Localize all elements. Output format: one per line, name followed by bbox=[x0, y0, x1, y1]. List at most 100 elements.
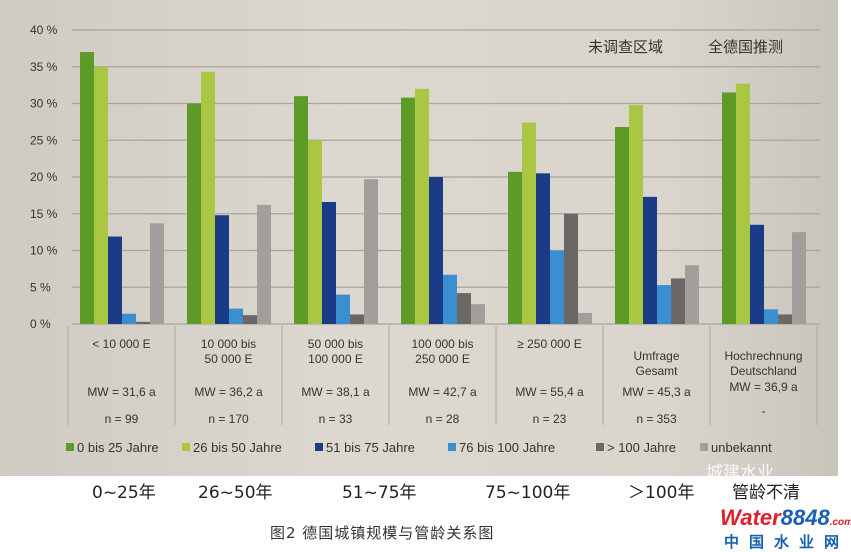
bar-0-bis-25-jahre bbox=[294, 96, 308, 325]
category-label: 100 000 E bbox=[308, 352, 363, 366]
translation-label: 管龄不清 bbox=[732, 483, 800, 503]
bar-26-bis-50-jahre bbox=[522, 122, 536, 324]
y-tick-label: 15 % bbox=[30, 207, 58, 221]
bar-51-bis-75-jahre bbox=[322, 201, 336, 324]
site-logo: Water8848.com 中国水业网 bbox=[720, 505, 851, 552]
sample-size: n = 353 bbox=[636, 412, 677, 426]
bar-unbekannt bbox=[471, 304, 485, 324]
translation-label: 75~100年 bbox=[485, 483, 571, 503]
category-label: Hochrechnung bbox=[724, 349, 802, 363]
bar-26-bis-50-jahre bbox=[736, 83, 750, 324]
bar-51-bis-75-jahre bbox=[108, 236, 122, 324]
y-tick-label: 10 % bbox=[30, 244, 58, 258]
logo-water: Water bbox=[720, 505, 781, 530]
bar-unbekannt bbox=[578, 312, 592, 324]
sample-size: n = 33 bbox=[319, 412, 353, 426]
watermark: 城建水业 bbox=[706, 463, 774, 483]
bar--100-jahre bbox=[671, 278, 685, 324]
bar-51-bis-75-jahre bbox=[536, 173, 550, 324]
mean-value: MW = 31,6 a bbox=[87, 385, 156, 399]
legend-label: 0 bis 25 Jahre bbox=[77, 440, 159, 455]
category-label: Umfrage bbox=[633, 349, 679, 363]
sample-size: n = 170 bbox=[208, 412, 249, 426]
category-label: < 10 000 E bbox=[92, 337, 150, 351]
translation-label: 0~25年 bbox=[92, 483, 156, 503]
bar-26-bis-50-jahre bbox=[201, 71, 215, 325]
translation-label: 26~50年 bbox=[198, 483, 273, 503]
translation-label: ＞100年 bbox=[628, 483, 695, 503]
y-tick-label: 35 % bbox=[30, 60, 58, 74]
y-tick-label: 20 % bbox=[30, 170, 58, 184]
legend-label: 76 bis 100 Jahre bbox=[459, 440, 555, 455]
mean-value: MW = 38,1 a bbox=[301, 385, 370, 399]
bar-26-bis-50-jahre bbox=[308, 140, 322, 324]
category-label: 250 000 E bbox=[415, 352, 470, 366]
legend-label: 51 bis 75 Jahre bbox=[326, 440, 415, 455]
logo-com: .com bbox=[829, 517, 851, 528]
bar-unbekannt bbox=[685, 265, 699, 324]
legend-swatch bbox=[448, 443, 456, 451]
bar-chart: 0 % 5 % 10 % 15 % 20 % 25 % 30 % 35 % 40 % 未调查区域 全… bbox=[30, 23, 820, 455]
bar-0-bis-25-jahre bbox=[187, 103, 201, 324]
bar-76-bis-100-jahre bbox=[336, 294, 350, 324]
legend-swatch bbox=[700, 443, 708, 451]
legend-label: 26 bis 50 Jahre bbox=[193, 440, 282, 455]
legend-label: > 100 Jahre bbox=[607, 440, 676, 455]
bar-0-bis-25-jahre bbox=[401, 97, 415, 325]
mean-value: MW = 55,4 a bbox=[515, 385, 584, 399]
y-tick-label: 5 % bbox=[30, 280, 51, 294]
category-label: 100 000 bis bbox=[411, 337, 473, 351]
mean-value: MW = 45,3 a bbox=[622, 385, 691, 399]
y-tick-label: 40 % bbox=[30, 23, 58, 37]
mean-value: MW = 42,7 a bbox=[408, 385, 477, 399]
bar-0-bis-25-jahre bbox=[722, 92, 736, 324]
mean-value: MW = 36,2 a bbox=[194, 385, 263, 399]
sample-size: - bbox=[762, 404, 766, 418]
bar-0-bis-25-jahre bbox=[615, 127, 629, 325]
y-tick-label: 30 % bbox=[30, 97, 58, 111]
bar-76-bis-100-jahre bbox=[443, 274, 457, 324]
annotation-unsurveyed: 未调查区域 bbox=[588, 38, 663, 56]
y-tick-label: 25 % bbox=[30, 133, 58, 147]
bar-76-bis-100-jahre bbox=[764, 309, 778, 324]
bar-51-bis-75-jahre bbox=[643, 196, 657, 324]
sample-size: n = 28 bbox=[426, 412, 460, 426]
bar-unbekannt bbox=[150, 223, 164, 324]
bar-26-bis-50-jahre bbox=[415, 88, 429, 324]
translation-label: 51~75年 bbox=[342, 483, 417, 503]
legend-label: unbekannt bbox=[711, 440, 772, 455]
logo-number: 8848 bbox=[780, 505, 830, 530]
sample-size: n = 23 bbox=[533, 412, 567, 426]
bar-51-bis-75-jahre bbox=[215, 215, 229, 324]
bar--100-jahre bbox=[350, 314, 364, 324]
category-label: 50 000 bis bbox=[308, 337, 363, 351]
category-label: Gesamt bbox=[635, 364, 678, 378]
category-label: 50 000 E bbox=[204, 352, 252, 366]
figure-caption: 图2 德国城镇规模与管龄关系图 bbox=[270, 524, 495, 542]
category-label: ≥ 250 000 E bbox=[517, 337, 582, 351]
sample-size: n = 99 bbox=[105, 412, 139, 426]
annotation-germany-estimate: 全德国推测 bbox=[708, 38, 783, 56]
y-tick-label: 0 % bbox=[30, 317, 51, 331]
bar-0-bis-25-jahre bbox=[80, 52, 94, 325]
bar-76-bis-100-jahre bbox=[122, 313, 136, 324]
bar--100-jahre bbox=[564, 213, 578, 324]
legend-swatch bbox=[66, 443, 74, 451]
bar-76-bis-100-jahre bbox=[550, 250, 564, 324]
logo-site-name: 中国水业网 bbox=[724, 533, 850, 551]
bar-51-bis-75-jahre bbox=[750, 224, 764, 324]
bar-51-bis-75-jahre bbox=[429, 177, 443, 324]
category-label: Deutschland bbox=[730, 364, 797, 378]
bar--100-jahre bbox=[136, 321, 150, 324]
legend-swatch bbox=[315, 443, 323, 451]
bar-unbekannt bbox=[364, 179, 378, 324]
mean-value: MW = 36,9 a bbox=[729, 380, 798, 394]
bar--100-jahre bbox=[243, 315, 257, 324]
bar-unbekannt bbox=[792, 232, 806, 324]
category-label: 10 000 bis bbox=[201, 337, 256, 351]
bar-76-bis-100-jahre bbox=[657, 285, 671, 324]
bar-26-bis-50-jahre bbox=[94, 66, 108, 324]
bar--100-jahre bbox=[457, 293, 471, 324]
bar--100-jahre bbox=[778, 314, 792, 324]
legend-swatch bbox=[596, 443, 604, 451]
